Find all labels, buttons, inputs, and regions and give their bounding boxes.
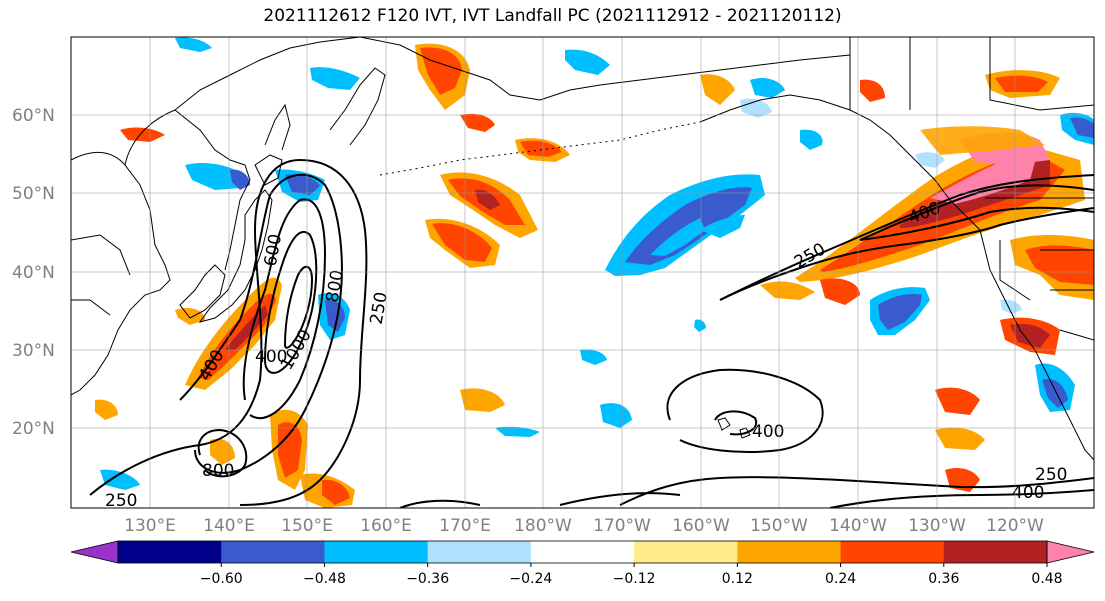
colorbar-cell [118, 541, 222, 563]
colorbar-tick-label: −0.60 [200, 571, 243, 587]
colorbar-tick-label: −0.36 [406, 571, 449, 587]
colorbar-cell [943, 541, 1048, 563]
contour-label: 800 [202, 461, 234, 481]
lat-label: 50°N [12, 184, 55, 204]
pc-shading [95, 37, 1094, 508]
colorbar-tick-label: −0.12 [613, 571, 656, 587]
contour-label: 400 [752, 422, 784, 442]
lon-label: 130°E [124, 516, 176, 536]
lat-label: 20°N [12, 419, 55, 439]
lon-label: 170°E [439, 516, 491, 536]
contour-label: 250 [1035, 465, 1067, 485]
contour-label: 250 [105, 491, 137, 511]
colorbar-cell [221, 541, 325, 563]
lon-label: 160°W [672, 516, 730, 536]
gridlines [71, 37, 1094, 508]
map-title: 2021112612 F120 IVT, IVT Landfall PC (20… [263, 6, 842, 26]
contour-label: 400 [255, 347, 287, 367]
colorbar-frame [117, 540, 1048, 564]
colorbar-extend-max [1046, 540, 1095, 564]
contour-label: 400 [1012, 483, 1044, 503]
ivt-contours [89, 158, 1094, 508]
lon-label: 150°W [750, 516, 808, 536]
colorbar-cell [427, 541, 532, 563]
lon-label: 150°E [281, 516, 333, 536]
lon-label: 140°E [203, 516, 255, 536]
lat-label: 40°N [12, 263, 55, 283]
colorbar-cell [634, 541, 738, 563]
lon-label: 130°W [908, 516, 966, 536]
lon-label: 160°E [360, 516, 412, 536]
lon-label: 140°W [829, 516, 887, 536]
map-background [71, 37, 1094, 508]
colorbar-tick-label: 0.24 [825, 571, 856, 587]
lat-label: 60°N [12, 106, 55, 126]
latitude-labels: 60°N 50°N 40°N 30°N 20°N [12, 106, 55, 439]
lon-label: 120°W [986, 516, 1044, 536]
colorbar-tick-label: 0.36 [928, 571, 959, 587]
map-frame [70, 36, 1095, 509]
colorbar-tick-label: 0.12 [722, 571, 753, 587]
colorbar-cell [840, 541, 945, 563]
colorbar-tick-label: −0.48 [303, 571, 346, 587]
lon-label: 170°W [593, 516, 651, 536]
colorbar-cell [737, 541, 842, 563]
colorbar-cell [324, 541, 429, 563]
colorbar: −0.60 −0.48 −0.36 −0.24 −0.12 0.12 0.24 0.36 0.4… [70, 540, 1095, 587]
colorbar-extend-min [70, 540, 119, 564]
colorbar-tick-label: −0.24 [509, 571, 552, 587]
lon-label: 180°W [514, 516, 572, 536]
colorbar-tick-label: 0.48 [1031, 571, 1062, 587]
colorbar-cell [530, 541, 635, 563]
lat-label: 30°N [12, 341, 55, 361]
longitude-labels: 130°E 140°E 150°E 160°E 170°E 180°W 170°… [124, 516, 1044, 536]
